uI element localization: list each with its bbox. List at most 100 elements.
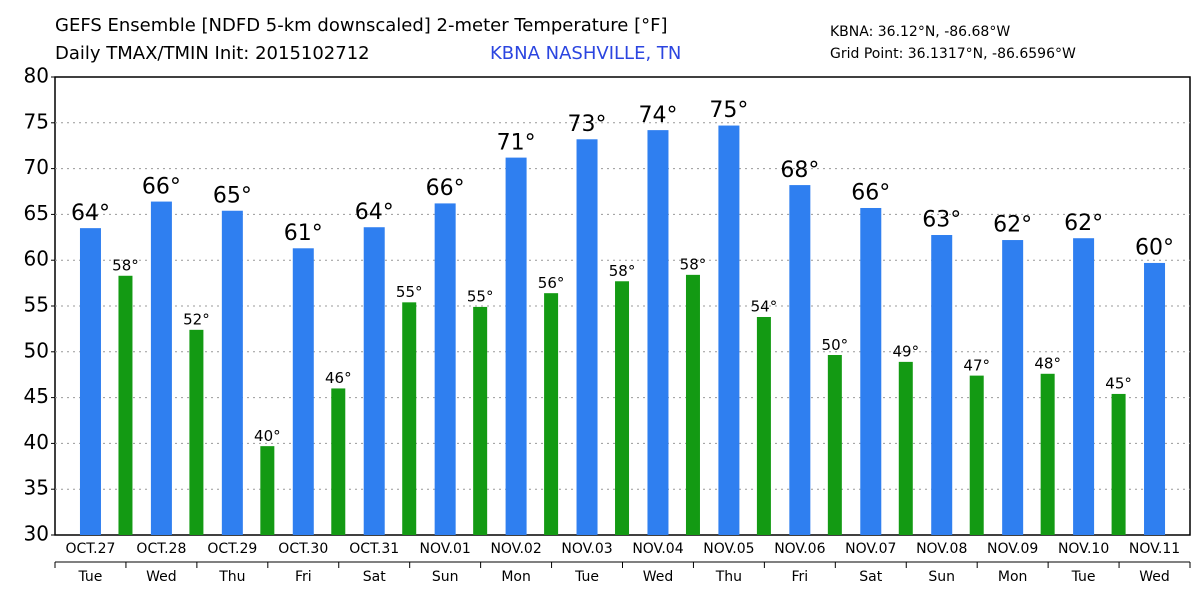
data-label: 71° — [497, 130, 536, 155]
data-label: 56° — [538, 274, 565, 292]
bar — [827, 355, 842, 535]
bar — [505, 157, 527, 535]
data-label: 66° — [426, 176, 465, 201]
day-label: Fri — [295, 569, 312, 585]
x-tick-label: NOV.02 — [490, 541, 541, 557]
y-tick-label: 70 — [24, 155, 49, 179]
x-tick-label: NOV.07 — [845, 541, 896, 557]
data-label: 64° — [355, 200, 394, 225]
bar — [402, 302, 417, 535]
bar — [221, 210, 243, 535]
bar — [260, 446, 275, 535]
y-tick-label: 45 — [24, 384, 49, 408]
data-label: 46° — [325, 369, 352, 387]
grid-point: Grid Point: 36.1317°N, -86.6596°W — [830, 46, 1076, 62]
data-label: 58° — [112, 257, 139, 275]
x-tick-label: OCT.30 — [278, 541, 328, 557]
data-label: 63° — [922, 208, 961, 233]
bar — [118, 275, 133, 535]
data-label: 73° — [568, 112, 607, 137]
bar — [434, 203, 456, 535]
bar — [756, 316, 771, 535]
data-label: 61° — [284, 221, 323, 246]
data-label: 47° — [963, 356, 990, 374]
y-tick-label: 40 — [24, 430, 49, 454]
bar — [685, 274, 700, 535]
data-label: 62° — [993, 213, 1032, 238]
day-label: Mon — [501, 569, 531, 585]
day-label: Sat — [363, 569, 386, 585]
day-label: Sun — [928, 569, 955, 585]
y-tick-label: 35 — [24, 476, 49, 500]
bar — [576, 139, 598, 535]
location: KBNA NASHVILLE, TN — [490, 43, 681, 64]
bar — [331, 388, 346, 535]
data-label: 58° — [680, 256, 707, 274]
bar — [473, 306, 488, 535]
x-tick-label: OCT.28 — [136, 541, 186, 557]
day-label: Fri — [792, 569, 809, 585]
day-label: Wed — [643, 569, 674, 585]
x-tick-label: OCT.31 — [349, 541, 399, 557]
bar — [1073, 238, 1095, 535]
data-label: 55° — [396, 283, 423, 301]
data-label: 68° — [780, 158, 819, 183]
bar — [292, 248, 314, 536]
data-label: 52° — [183, 311, 210, 329]
bar — [1144, 262, 1166, 535]
data-label: 64° — [71, 201, 110, 226]
data-label: 40° — [254, 427, 281, 445]
day-label: Tue — [78, 569, 103, 585]
chart-title: GEFS Ensemble [NDFD 5-km downscaled] 2-m… — [55, 15, 667, 36]
bar — [647, 130, 669, 536]
bar — [860, 207, 882, 535]
data-label: 75° — [709, 98, 748, 123]
data-label: 58° — [609, 262, 636, 280]
y-tick-label: 60 — [24, 247, 49, 271]
x-tick-label: NOV.06 — [774, 541, 825, 557]
x-tick-label: NOV.03 — [561, 541, 612, 557]
x-tick-label: NOV.11 — [1129, 541, 1180, 557]
x-tick-label: OCT.29 — [207, 541, 257, 557]
bar — [1002, 240, 1024, 535]
bar — [1040, 373, 1055, 535]
y-tick-label: 50 — [24, 338, 49, 362]
data-label: 48° — [1034, 355, 1061, 373]
data-label: 65° — [213, 183, 252, 208]
x-tick-label: NOV.05 — [703, 541, 754, 557]
bar — [544, 293, 559, 535]
bar — [718, 125, 740, 535]
day-label: Thu — [715, 569, 742, 585]
y-tick-label: 80 — [24, 64, 49, 88]
x-tick-label: NOV.09 — [987, 541, 1038, 557]
data-label: 49° — [892, 343, 919, 361]
bar — [969, 375, 984, 535]
bar — [898, 361, 913, 535]
data-label: 45° — [1105, 375, 1132, 393]
day-label: Wed — [146, 569, 177, 585]
day-label: Sat — [859, 569, 882, 585]
data-label: 66° — [851, 181, 890, 206]
bar — [789, 185, 811, 535]
day-label: Sun — [432, 569, 459, 585]
data-label: 50° — [822, 336, 849, 354]
day-label: Tue — [1071, 569, 1096, 585]
bar — [189, 329, 204, 535]
day-label: Wed — [1139, 569, 1170, 585]
data-label: 54° — [751, 298, 778, 316]
data-label: 74° — [638, 103, 677, 128]
y-tick-label: 55 — [24, 293, 49, 317]
day-label: Thu — [218, 569, 245, 585]
y-tick-label: 30 — [24, 522, 49, 546]
x-tick-label: OCT.27 — [65, 541, 115, 557]
day-label: Mon — [998, 569, 1028, 585]
station-coords: KBNA: 36.12°N, -86.68°W — [830, 24, 1010, 40]
x-tick-label: NOV.10 — [1058, 541, 1109, 557]
chart-subtitle: Daily TMAX/TMIN Init: 2015102712 — [55, 43, 370, 64]
bar — [79, 228, 101, 535]
bar — [150, 201, 172, 536]
y-tick-label: 75 — [24, 109, 49, 133]
x-tick-label: NOV.04 — [632, 541, 683, 557]
x-tick-label: NOV.08 — [916, 541, 967, 557]
